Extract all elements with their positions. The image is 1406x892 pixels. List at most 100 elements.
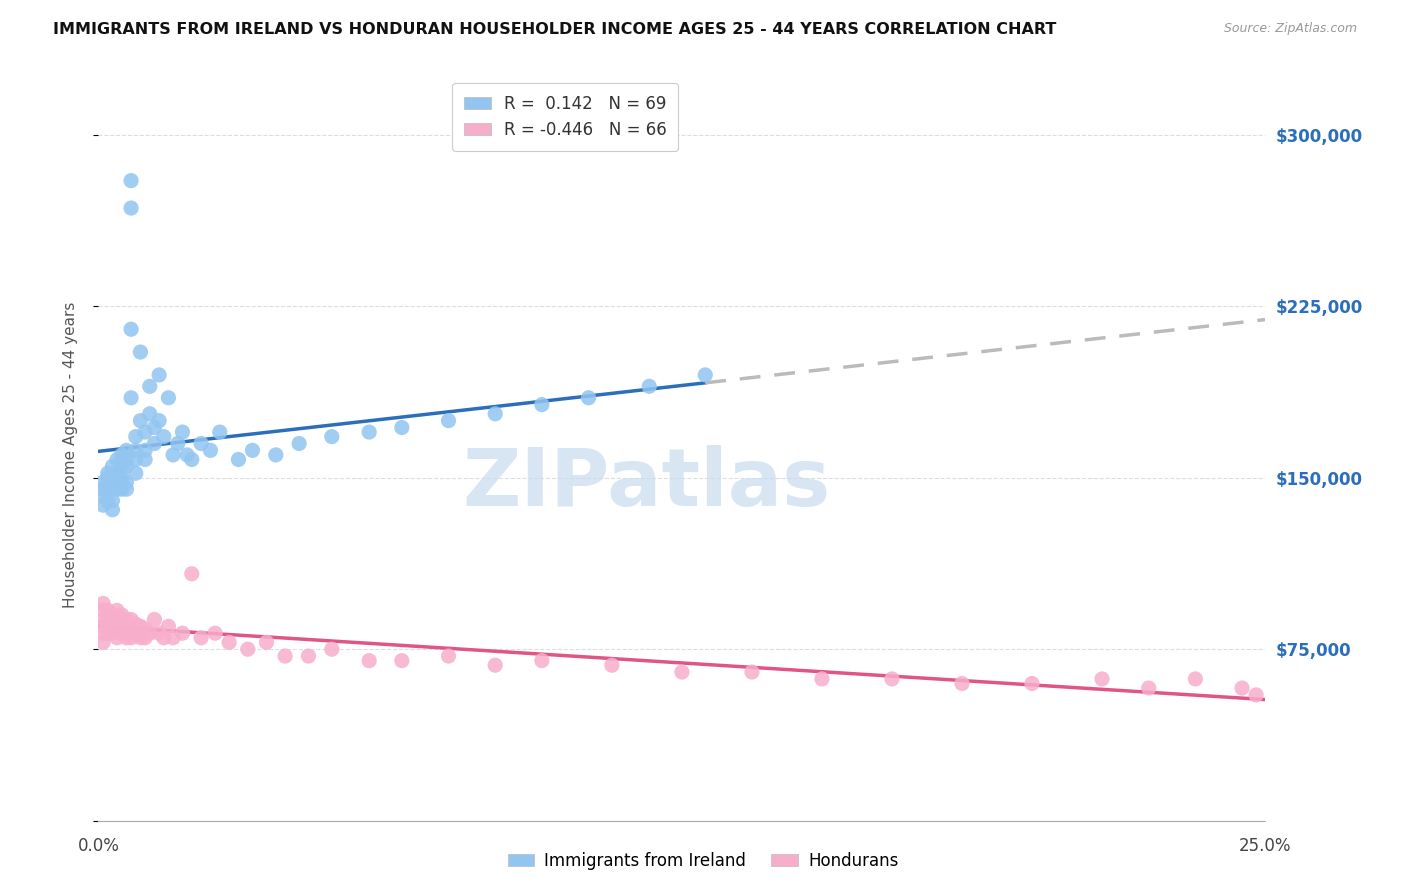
Point [1230, 681, 1253, 695]
Point [101, 607, 124, 622]
Point [120, 322, 142, 336]
Point [180, 566, 202, 581]
Point [91, 597, 114, 611]
Point [1021, 676, 1043, 690]
Point [172, 425, 194, 439]
Point [101, 482, 124, 496]
Point [120, 622, 142, 636]
Point [115, 619, 138, 633]
Point [129, 619, 152, 633]
Point [97, 493, 120, 508]
Point [437, 414, 460, 428]
Point [105, 619, 128, 633]
Point [264, 448, 287, 462]
Point [139, 626, 162, 640]
Point [157, 619, 180, 633]
Point [950, 676, 973, 690]
Point [91, 626, 114, 640]
Point [530, 398, 553, 412]
Point [129, 345, 152, 359]
Point [101, 612, 124, 626]
Point [152, 631, 174, 645]
Point [1137, 681, 1160, 695]
Point [180, 452, 202, 467]
Point [111, 626, 134, 640]
Point [91, 475, 114, 490]
Point [91, 498, 114, 512]
Point [129, 414, 152, 428]
Point [143, 612, 166, 626]
Point [148, 368, 170, 382]
Text: Source: ZipAtlas.com: Source: ZipAtlas.com [1223, 22, 1357, 36]
Point [97, 603, 120, 617]
Point [288, 436, 311, 450]
Point [120, 201, 142, 215]
Point [172, 626, 194, 640]
Point [143, 420, 166, 434]
Point [162, 448, 184, 462]
Point [125, 429, 148, 443]
Point [638, 379, 661, 393]
Text: IMMIGRANTS FROM IRELAND VS HONDURAN HOUSEHOLDER INCOME AGES 25 - 44 YEARS CORREL: IMMIGRANTS FROM IRELAND VS HONDURAN HOUS… [53, 22, 1057, 37]
Point [162, 631, 184, 645]
Point [105, 603, 128, 617]
Point [97, 471, 120, 485]
Point [578, 391, 600, 405]
Point [391, 654, 413, 668]
Point [359, 425, 381, 439]
Y-axis label: Householder Income Ages 25 - 44 years: Householder Income Ages 25 - 44 years [63, 301, 77, 608]
Point [125, 443, 148, 458]
Point [105, 482, 128, 496]
Point [125, 466, 148, 480]
Point [166, 436, 188, 450]
Point [115, 612, 138, 626]
Point [228, 452, 250, 467]
Point [125, 452, 148, 467]
Point [359, 654, 381, 668]
Legend: Immigrants from Ireland, Hondurans: Immigrants from Ireland, Hondurans [501, 846, 905, 877]
Point [134, 425, 156, 439]
Point [391, 420, 413, 434]
Point [101, 626, 124, 640]
Point [125, 617, 148, 632]
Point [484, 658, 506, 673]
Point [111, 448, 134, 462]
Point [111, 475, 134, 490]
Point [152, 429, 174, 443]
Point [1244, 688, 1267, 702]
Point [115, 482, 138, 496]
Point [91, 489, 114, 503]
Point [148, 414, 170, 428]
Point [157, 391, 180, 405]
Point [120, 612, 142, 626]
Legend: R =  0.142   N = 69, R = -0.446   N = 66: R = 0.142 N = 69, R = -0.446 N = 66 [453, 83, 678, 151]
Point [139, 379, 162, 393]
Text: ZIPatlas: ZIPatlas [463, 445, 831, 524]
Point [190, 631, 212, 645]
Point [321, 642, 343, 657]
Point [97, 612, 120, 626]
Point [97, 466, 120, 480]
Point [105, 466, 128, 480]
Point [600, 658, 623, 673]
Point [115, 459, 138, 474]
Point [101, 493, 124, 508]
Point [218, 635, 240, 649]
Point [111, 471, 134, 485]
Point [176, 448, 198, 462]
Point [115, 452, 138, 467]
Point [111, 607, 134, 622]
Point [91, 619, 114, 633]
Point [105, 452, 128, 467]
Point [120, 631, 142, 645]
Point [120, 391, 142, 405]
Point [208, 425, 231, 439]
Point [437, 649, 460, 664]
Point [143, 436, 166, 450]
Point [120, 173, 142, 187]
Point [148, 626, 170, 640]
Point [274, 649, 297, 664]
Point [256, 635, 278, 649]
Point [134, 622, 156, 636]
Point [91, 635, 114, 649]
